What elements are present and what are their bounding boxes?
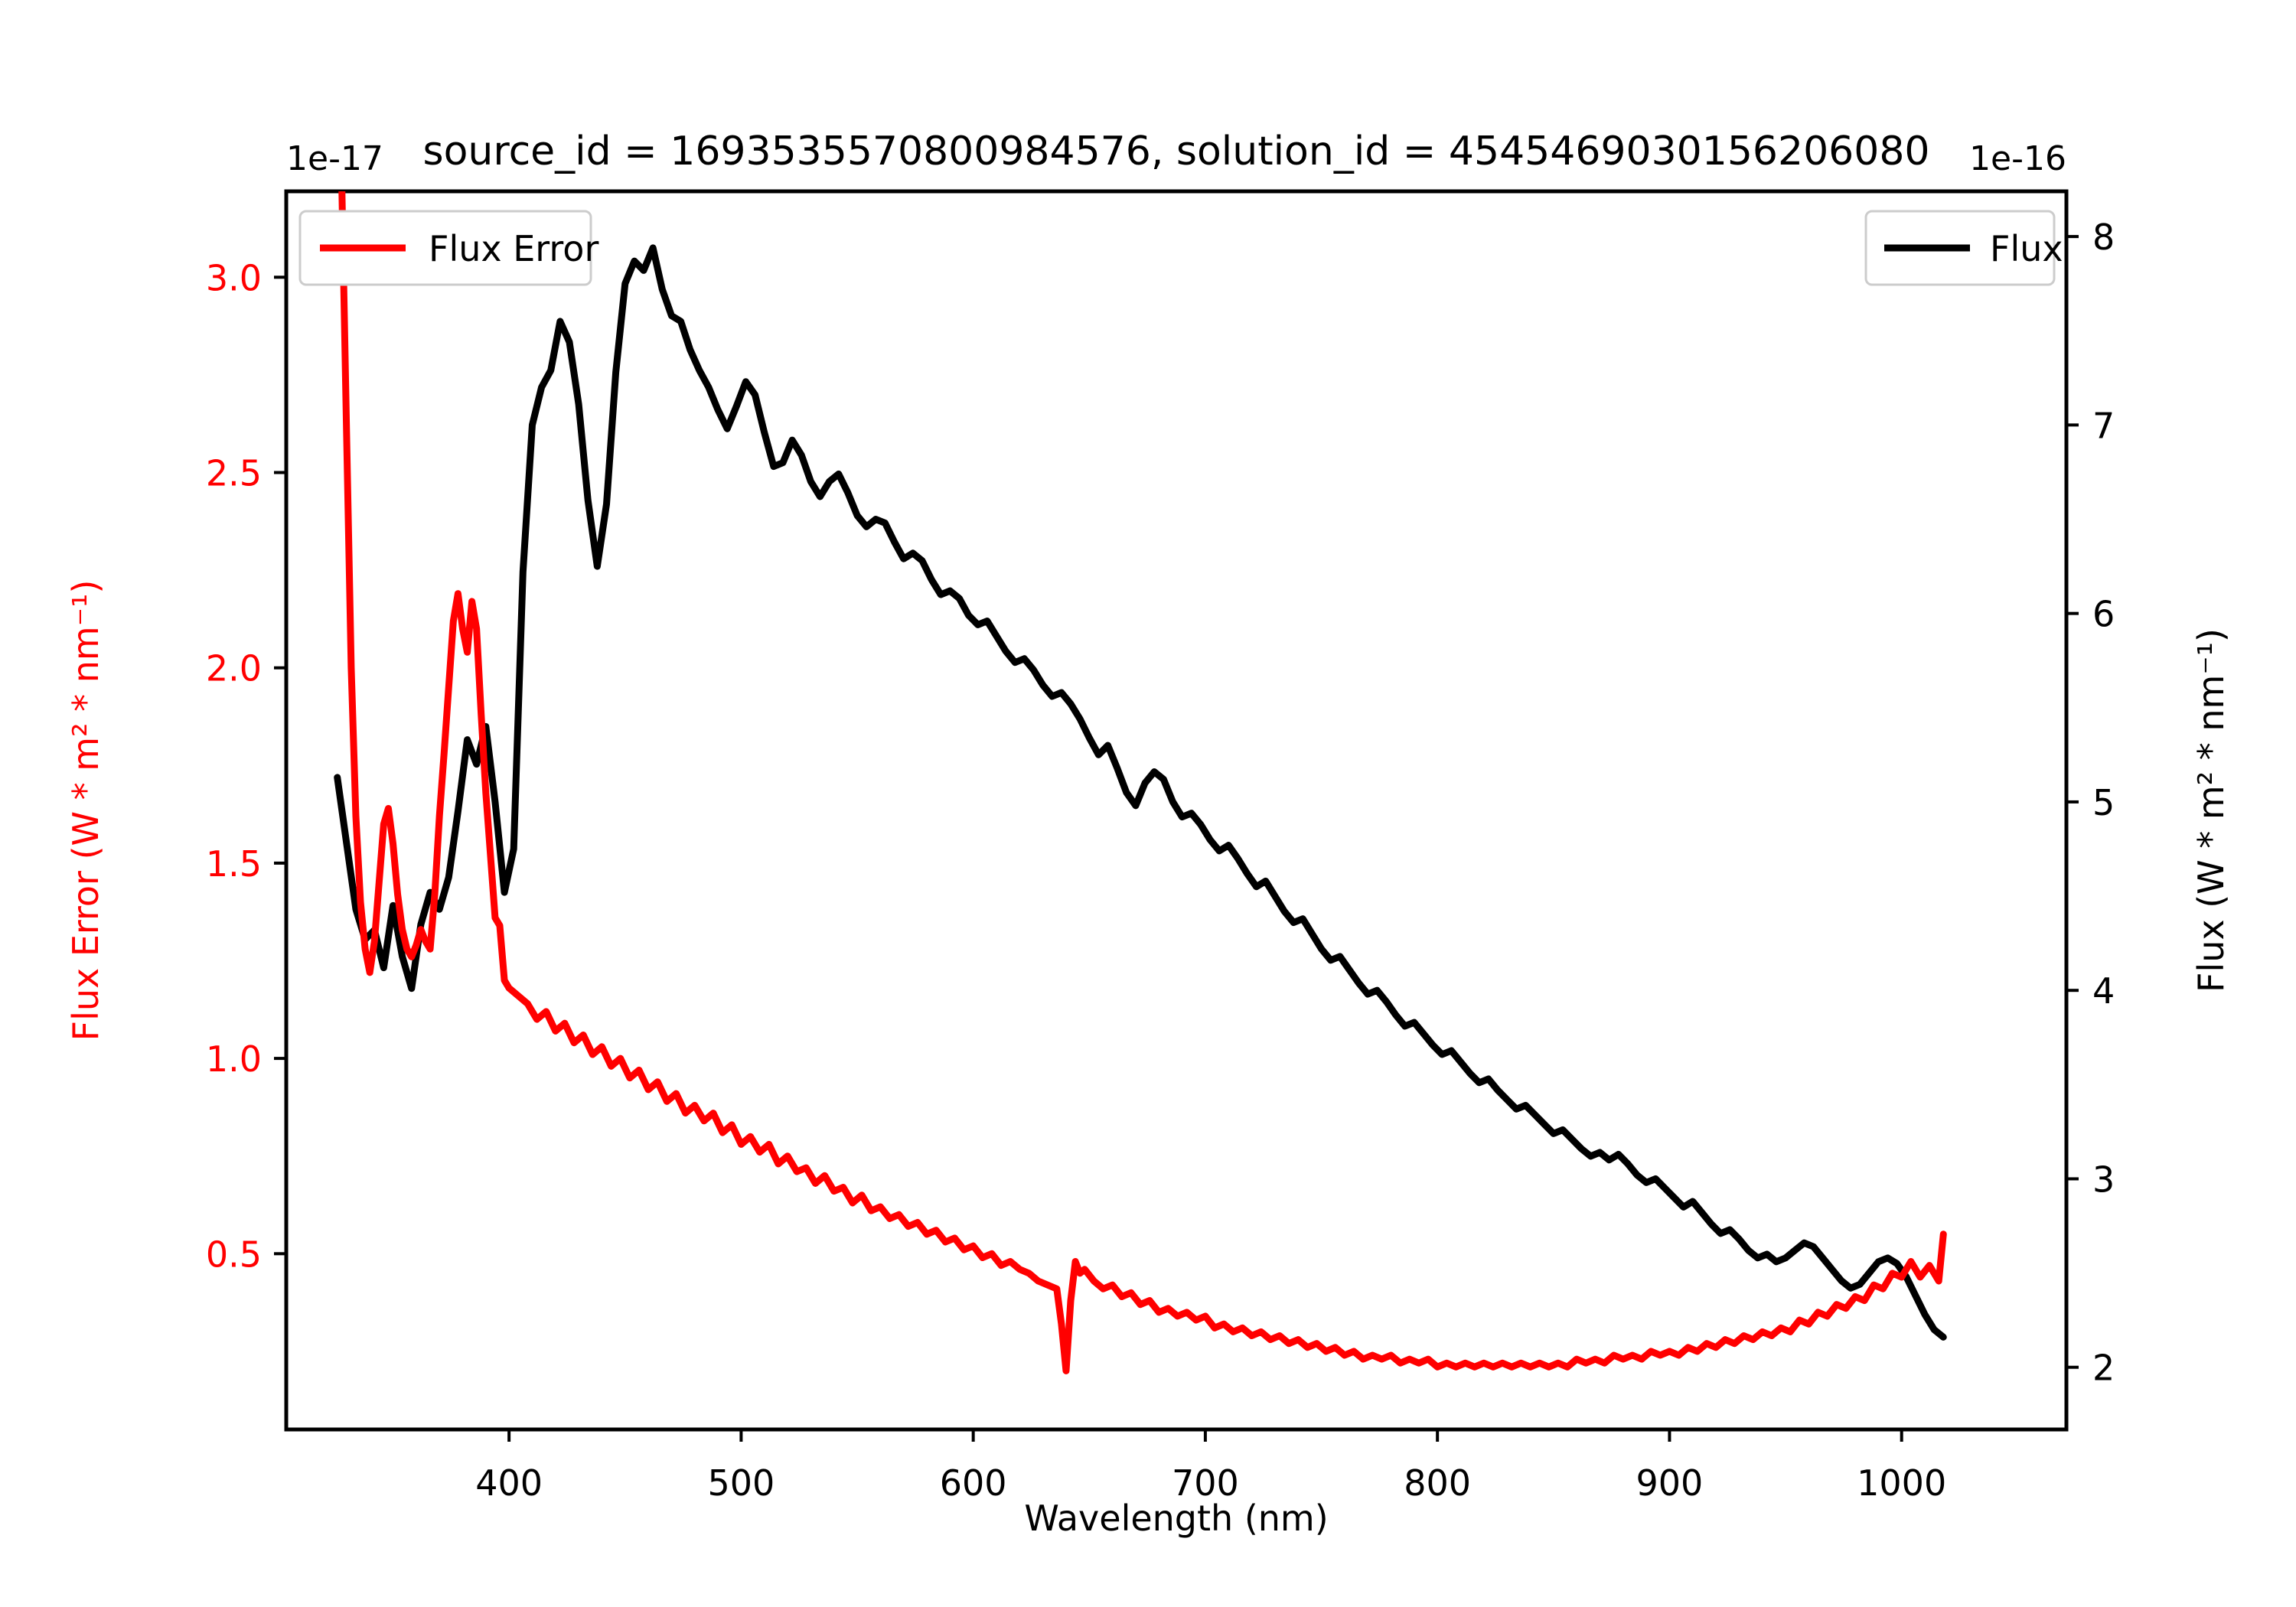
- left-axis-ticks: 0.5 1.0 1.5 2.0 2.5 3.0: [206, 257, 286, 1275]
- right-tick-label: 8: [2092, 217, 2115, 258]
- left-tick-label: 2.0: [206, 648, 262, 689]
- right-axis-offset-label: 1e-16: [1969, 139, 2066, 178]
- left-tick-label: 2.5: [206, 452, 262, 494]
- curve-flux-error: [338, 191, 1947, 1374]
- left-tick-label: 1.5: [206, 843, 262, 885]
- right-tick-label: 3: [2092, 1159, 2115, 1200]
- x-tick-label: 900: [1636, 1462, 1704, 1504]
- left-tick-label: 1.0: [206, 1038, 262, 1080]
- plot-frame: [284, 189, 2069, 1432]
- right-y-axis-label: Flux (W * m² * nm⁻¹): [2190, 628, 2232, 993]
- legend-flux-error-box: [298, 210, 592, 286]
- x-tick-label: 700: [1172, 1462, 1239, 1504]
- legend-flux-label: Flux: [1990, 228, 2063, 269]
- right-tick-label: 2: [2092, 1348, 2115, 1389]
- x-tick-label: 400: [475, 1462, 543, 1504]
- curve-flux: [334, 244, 1947, 1341]
- right-tick-label: 7: [2092, 405, 2115, 446]
- right-tick-label: 5: [2092, 782, 2115, 823]
- legend-flux[interactable]: Flux: [1864, 210, 2063, 286]
- x-axis-label: Wavelength (nm): [1024, 1498, 1328, 1539]
- left-tick-label: 3.0: [206, 257, 262, 298]
- left-tick-label: 0.5: [206, 1234, 262, 1275]
- x-tick-label: 500: [707, 1462, 775, 1504]
- right-axis-ticks: 2 3 4 5 6 7 8: [2066, 217, 2115, 1389]
- right-tick-label: 4: [2092, 970, 2115, 1012]
- x-axis-ticks: 400 500 600 700 800 900 1000: [475, 1429, 1946, 1504]
- x-tick-label: 1000: [1857, 1462, 1946, 1504]
- data-curves: [334, 191, 1947, 1374]
- legend-flux-error-label: Flux Error: [429, 228, 598, 269]
- x-tick-label: 800: [1404, 1462, 1471, 1504]
- right-tick-label: 6: [2092, 594, 2115, 635]
- legend-flux-error[interactable]: Flux Error: [298, 210, 598, 286]
- plot-title: source_id = 1693535570800984576, solutio…: [422, 129, 1929, 174]
- left-axis-offset-label: 1e-17: [286, 139, 383, 178]
- left-y-axis-label: Flux Error (W * m² * nm⁻¹): [65, 580, 106, 1041]
- x-tick-label: 600: [940, 1462, 1007, 1504]
